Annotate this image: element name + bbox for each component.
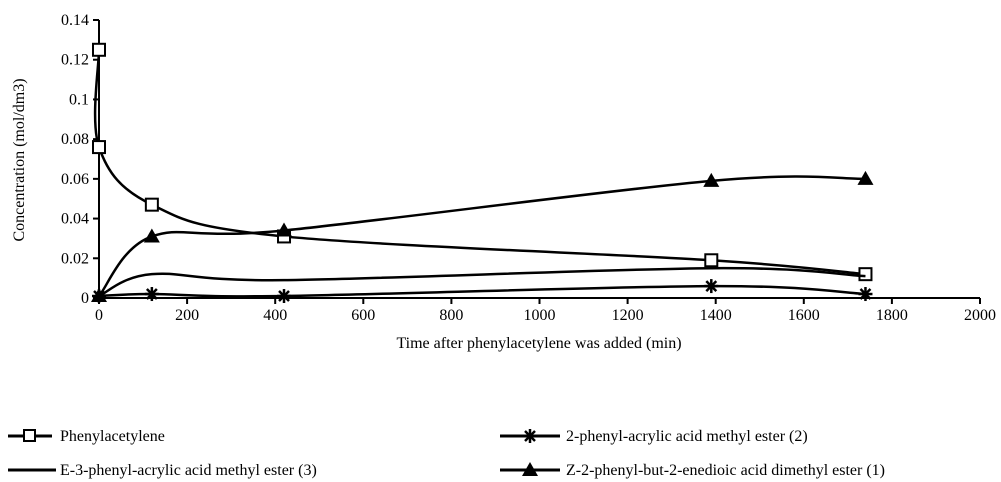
legend-label: Phenylacetylene [60,428,165,445]
data-point-square [92,42,106,57]
series-line [93,49,866,276]
legend-square-marker [23,429,36,442]
x-tick-label: 1000 [524,307,556,324]
y-axis-ticks: 0 0.02 0.04 0.06 0.08 0.1 0.12 0.14 [61,12,99,307]
legend-asterisk-marker [523,429,537,443]
legend-triangle-marker [522,462,538,476]
legend-label: Z-2-phenyl-but-2-enedioic acid dimethyl … [566,462,885,479]
x-tick-label: 600 [351,307,375,324]
x-tick-label: 1600 [788,307,820,324]
legend-item-phenylacetylene: Phenylacetylene [8,428,165,445]
x-tick-label: 0 [95,307,103,324]
x-tick-label: 1200 [612,307,644,324]
series-line [98,284,866,298]
y-tick-label: 0.1 [69,91,89,108]
series-line [98,266,866,298]
series-1 [92,279,873,304]
data-point-square [704,253,719,268]
data-point-triangle [91,288,107,303]
y-tick-label: 0 [81,290,89,307]
chart-axes [98,20,980,299]
x-tick-label: 800 [439,307,463,324]
legend: Phenylacetylene 2-phenyl-acrylic acid me… [8,428,885,479]
legend-item-z-2-phenyl-but: Z-2-phenyl-but-2-enedioic acid dimethyl … [500,462,885,479]
series-3 [91,170,874,303]
data-point-triangle [703,172,720,187]
series-0 [92,42,873,282]
x-tick-label: 1800 [876,307,908,324]
x-axis-title: Time after phenylacetylene was added (mi… [396,335,681,352]
y-tick-label: 0.02 [61,250,89,267]
x-axis-ticks: 0 200 400 600 800 1000 1200 1400 1600 1800 2000 [95,298,996,324]
data-point-asterisk [144,287,159,302]
y-tick-label: 0.08 [61,131,89,148]
data-point-triangle [276,222,293,237]
data-point-triangle [857,170,874,185]
legend-item-e-3-phenyl-acrylic: E-3-phenyl-acrylic acid methyl ester (3) [8,462,317,479]
data-point-triangle [143,228,160,243]
y-tick-label: 0.06 [61,171,89,188]
legend-item-2-phenyl-acrylic: 2-phenyl-acrylic acid methyl ester (2) [500,428,808,445]
series-layer [91,42,874,304]
data-point-asterisk [858,287,873,302]
y-tick-label: 0.12 [61,52,89,69]
y-axis-title: Concentration (mol/dm3) [11,78,28,241]
legend-label: E-3-phenyl-acrylic acid methyl ester (3) [60,462,317,479]
data-point-asterisk [277,289,292,304]
x-tick-label: 200 [175,307,199,324]
data-point-square [858,267,873,282]
data-point-square [92,140,106,155]
x-tick-label: 400 [263,307,287,324]
legend-label: 2-phenyl-acrylic acid methyl ester (2) [566,428,808,445]
data-point-square [144,197,159,212]
x-tick-label: 1400 [700,307,732,324]
x-tick-label: 2000 [964,307,996,324]
series-2 [98,266,866,298]
y-tick-label: 0.04 [61,211,89,228]
y-tick-label: 0.14 [61,12,89,29]
data-point-asterisk [704,279,719,294]
